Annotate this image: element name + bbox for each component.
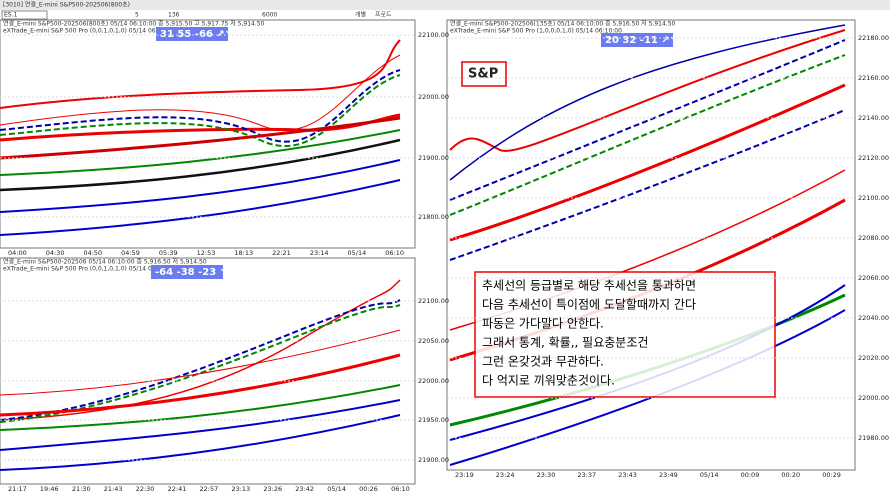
- panel-header: 연결_E-mini S&P500-202506(800초) 05/14 06:1…: [3, 20, 265, 28]
- y-tick-label: 22020.00: [858, 354, 889, 362]
- y-tick-label: 22100.00: [418, 31, 449, 39]
- x-tick-label: 23:42: [295, 485, 314, 493]
- y-tick-label: 21800.00: [418, 213, 449, 221]
- panel-header: 연결_E-mini S&P500-202506 05/14 06:10:00 종…: [3, 258, 207, 266]
- x-tick-label: 06:10: [385, 249, 404, 257]
- note-line: 다 억지로 끼워맞춘것이다.: [482, 374, 615, 388]
- panel-subheader: eXTrade_E-mini S&P 500 Pro (1,0,0,0,1,0)…: [450, 28, 622, 35]
- x-tick-label: 04:30: [46, 249, 65, 257]
- toolbar-title: [3010] 연결_E-mini S&P500-202506(800초): [3, 1, 130, 9]
- y-tick-label: 22060.00: [858, 274, 889, 282]
- x-tick-label: 23:14: [310, 249, 329, 257]
- y-tick-label: 21900.00: [418, 154, 449, 162]
- note-line: 그런 온갖것과 무관하다.: [482, 355, 604, 369]
- y-tick-label: 22140.00: [858, 114, 889, 122]
- panel-frame: [0, 257, 416, 485]
- indicator-lines: [0, 279, 401, 471]
- x-tick-label: 23:49: [659, 471, 678, 479]
- x-tick-label: 23:24: [496, 471, 515, 479]
- x-tick-label: 00:26: [359, 485, 378, 493]
- x-tick-label: 00:29: [822, 471, 841, 479]
- y-tick-label: 22120.00: [858, 154, 889, 162]
- interval: 5: [135, 12, 139, 19]
- y-tick-label: 22050.00: [418, 337, 449, 345]
- x-tick-label: 05:39: [159, 249, 178, 257]
- y-tick-label: 22000.00: [858, 394, 889, 402]
- x-tick-label: 23:26: [263, 485, 282, 493]
- y-tick-label: 21900.00: [418, 456, 449, 464]
- y-tick-label: 21950.00: [418, 416, 449, 424]
- x-tick-label: 22:57: [200, 485, 219, 493]
- note-line: 다음 추세선이 특이점에 도달할때까지 간다: [482, 298, 696, 312]
- symbol: ES.1: [4, 12, 18, 19]
- panel-label: S&P: [468, 67, 498, 82]
- x-tick-label: 22:21: [272, 249, 291, 257]
- y-tick-label: 22000.00: [418, 377, 449, 385]
- indicator-box: [151, 265, 223, 279]
- x-tick-label: 23:19: [455, 471, 474, 479]
- x-tick-label: 05/14: [348, 249, 367, 257]
- toolbar: [0, 0, 890, 10]
- panel-header: 연결_E-mini S&P500-202506(135초) 05/14 06:1…: [450, 20, 676, 28]
- indicator-box: [601, 33, 673, 47]
- symbol-box[interactable]: [1, 10, 48, 20]
- x-tick-label: 21:30: [72, 485, 91, 493]
- indicator-box: [156, 27, 228, 41]
- note-box: [474, 271, 776, 398]
- y-tick-label: 22040.00: [858, 314, 889, 322]
- x-tick-label: 21:17: [8, 485, 27, 493]
- x-tick-label: 00:09: [741, 471, 760, 479]
- x-tick-label: 22:30: [136, 485, 155, 493]
- y-tick-label: 22000.00: [418, 93, 449, 101]
- x-tick-label: 04:59: [121, 249, 140, 257]
- x-tick-label: 00:20: [781, 471, 800, 479]
- panel-frame: [446, 19, 856, 471]
- indicator-lines: [0, 39, 401, 236]
- x-tick-label: 23:13: [231, 485, 250, 493]
- indicator: -64 -38 -23 ↘↘: [155, 267, 236, 278]
- y-tick-label: 22180.00: [858, 34, 889, 42]
- y-tick-label: 22100.00: [858, 194, 889, 202]
- x-tick-label: 23:37: [577, 471, 596, 479]
- indicator: 20 32 -11 ↗↘: [605, 35, 678, 46]
- amount: 6000: [262, 12, 277, 19]
- x-tick-label: 05/14: [327, 485, 346, 493]
- x-tick-label: 04:00: [8, 249, 27, 257]
- button[interactable]: 프로드: [375, 12, 392, 19]
- y-tick-label: 21980.00: [858, 434, 889, 442]
- label-box: [461, 61, 507, 87]
- y-tick-label: 22080.00: [858, 234, 889, 242]
- x-tick-label: 19:46: [40, 485, 59, 493]
- y-tick-label: 22160.00: [858, 74, 889, 82]
- x-tick-label: 12:53: [197, 249, 216, 257]
- note-line: 추세선의 등급별로 해당 추세선을 통과하면: [482, 279, 696, 293]
- x-tick-label: 21:43: [104, 485, 123, 493]
- x-tick-label: 04:50: [83, 249, 102, 257]
- x-tick-label: 18:13: [234, 249, 253, 257]
- button[interactable]: 개별: [355, 11, 366, 19]
- x-tick-label: 06:10: [391, 485, 410, 493]
- count: 136: [168, 12, 180, 19]
- panel-subheader: eXTrade_E-mini S&P 500 Pro (0,0,1,0,1,0)…: [3, 266, 175, 273]
- x-tick-label: 05/14: [700, 471, 719, 479]
- note-line: 파동은 가다말다 안한다.: [482, 317, 604, 331]
- y-tick-label: 22100.00: [418, 297, 449, 305]
- x-tick-label: 23:30: [537, 471, 556, 479]
- panel-frame: [0, 19, 416, 249]
- note-line: 그래서 통계, 확률,, 필요충분조건: [482, 336, 648, 350]
- x-tick-label: 23:43: [618, 471, 637, 479]
- x-tick-label: 22:41: [168, 485, 187, 493]
- panel-subheader: eXTrade_E-mini S&P 500 Pro (0,0,1,0,1,0)…: [3, 28, 175, 35]
